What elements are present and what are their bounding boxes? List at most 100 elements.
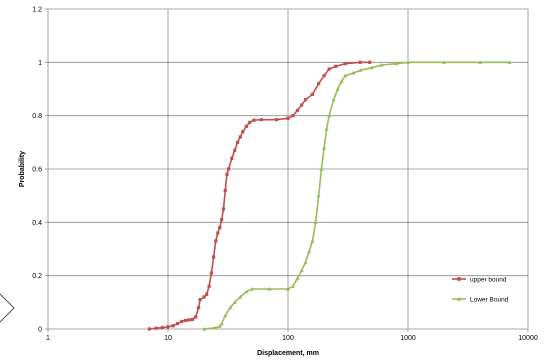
data-point bbox=[180, 319, 184, 324]
data-point bbox=[235, 140, 240, 144]
data-point bbox=[202, 295, 206, 299]
data-point bbox=[456, 296, 462, 301]
data-point bbox=[232, 300, 237, 304]
data-point bbox=[405, 60, 411, 64]
data-point bbox=[216, 231, 220, 235]
legend-label: upper bound bbox=[470, 277, 507, 284]
data-point bbox=[194, 315, 198, 319]
data-point bbox=[218, 226, 222, 230]
data-point bbox=[343, 62, 347, 66]
data-point bbox=[207, 284, 211, 288]
data-point bbox=[198, 298, 202, 302]
data-point bbox=[205, 292, 209, 296]
data-point bbox=[230, 156, 234, 160]
series-line bbox=[204, 61, 510, 330]
y-tick-label: 0.8 bbox=[32, 113, 42, 120]
data-point bbox=[295, 108, 300, 112]
x-tick-label: 10000 bbox=[518, 335, 538, 342]
data-point bbox=[351, 70, 356, 75]
data-point bbox=[238, 135, 242, 139]
data-point bbox=[252, 118, 256, 122]
data-point bbox=[358, 60, 362, 64]
data-point bbox=[223, 313, 228, 318]
data-point bbox=[379, 62, 384, 67]
data-point bbox=[478, 60, 483, 64]
data-point bbox=[244, 124, 248, 128]
series-lower-bound bbox=[202, 60, 512, 331]
data-point bbox=[310, 238, 315, 243]
data-point bbox=[442, 60, 447, 64]
data-point bbox=[248, 120, 252, 124]
data-point bbox=[300, 103, 304, 107]
data-point bbox=[291, 114, 295, 118]
legend-label: Lower Bound bbox=[470, 297, 509, 304]
data-point bbox=[227, 167, 231, 171]
data-point bbox=[331, 97, 336, 102]
data-point bbox=[221, 207, 226, 211]
data-point bbox=[324, 126, 329, 131]
data-point bbox=[507, 60, 512, 64]
data-point bbox=[219, 321, 224, 326]
axes: 1 10 100 1000 10000 0 0.2 0.4 0.6 0.8 1 1.2 Displace… bbox=[19, 7, 538, 358]
data-point bbox=[326, 113, 332, 118]
data-point bbox=[303, 260, 308, 264]
x-axis-title: Displacement, mm bbox=[257, 350, 319, 357]
data-point bbox=[220, 218, 224, 222]
legend: upper bound Lower Bound bbox=[452, 277, 509, 304]
data-point bbox=[259, 118, 263, 122]
data-point bbox=[339, 78, 344, 83]
data-point bbox=[183, 318, 188, 323]
data-point bbox=[217, 324, 222, 328]
data-point bbox=[327, 67, 331, 71]
data-point bbox=[225, 172, 229, 176]
data-point bbox=[313, 220, 318, 224]
data-point bbox=[303, 98, 308, 102]
side-chevron-icon bbox=[0, 293, 15, 323]
data-point bbox=[214, 239, 218, 243]
data-point bbox=[307, 249, 312, 254]
data-point bbox=[244, 289, 249, 294]
data-point bbox=[316, 193, 321, 198]
data-point bbox=[274, 118, 278, 122]
legend-item: Lower Bound bbox=[452, 297, 509, 304]
data-point bbox=[213, 325, 218, 330]
data-point bbox=[154, 326, 158, 330]
data-point bbox=[343, 73, 348, 78]
x-tick-label: 1000 bbox=[400, 335, 416, 342]
data-point bbox=[368, 60, 372, 64]
data-point bbox=[175, 322, 180, 326]
data-point bbox=[322, 145, 327, 150]
data-point bbox=[317, 82, 321, 86]
x-tick-label: 100 bbox=[282, 335, 294, 342]
data-point bbox=[334, 64, 338, 68]
data-point bbox=[171, 324, 175, 328]
decor bbox=[0, 293, 15, 323]
data-point bbox=[147, 327, 152, 331]
data-point bbox=[319, 166, 324, 171]
data-point bbox=[209, 271, 214, 275]
data-point bbox=[190, 317, 195, 321]
y-tick-label: 0 bbox=[38, 327, 42, 334]
data-point bbox=[369, 65, 374, 70]
data-point bbox=[335, 86, 340, 91]
data-point bbox=[299, 268, 304, 272]
x-tick-label: 10 bbox=[164, 335, 172, 342]
data-point bbox=[233, 148, 237, 152]
data-point bbox=[457, 277, 461, 281]
y-axis-title: Probability bbox=[19, 151, 26, 187]
data-point bbox=[310, 92, 315, 96]
data-point bbox=[223, 188, 227, 192]
data-point bbox=[241, 130, 245, 134]
data-point bbox=[212, 255, 216, 259]
series-upper-bound bbox=[147, 60, 372, 331]
data-point bbox=[295, 276, 300, 280]
series-layer bbox=[147, 60, 512, 331]
data-point bbox=[249, 286, 254, 291]
data-point bbox=[238, 294, 243, 299]
x-tick-label: 1 bbox=[46, 335, 50, 342]
gridlines bbox=[48, 8, 529, 329]
data-point bbox=[166, 325, 170, 329]
data-point bbox=[285, 286, 291, 291]
